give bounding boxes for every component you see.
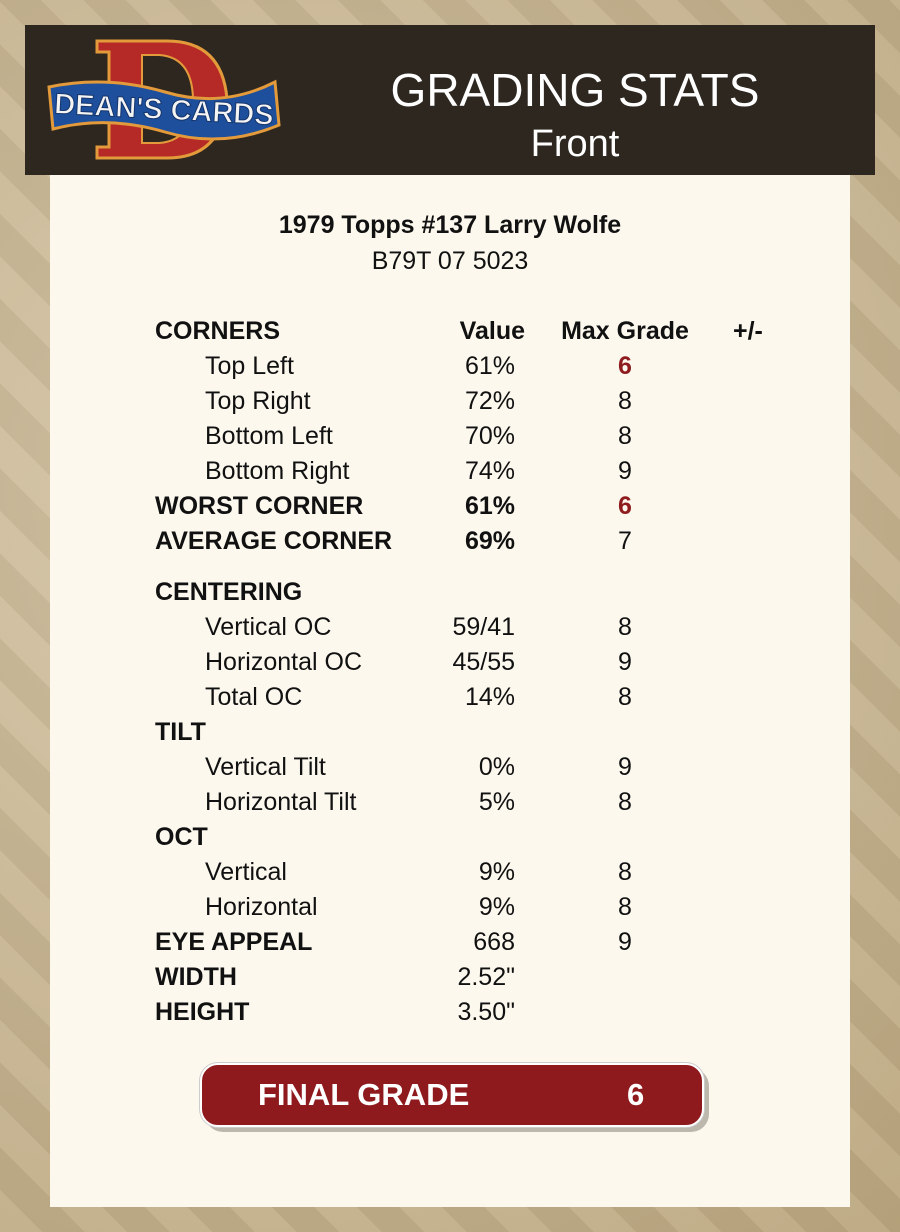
value-column-header: Value — [459, 317, 525, 345]
row-label: TILT — [155, 718, 206, 746]
row-value: 70% — [464, 422, 515, 450]
table-row: Horizontal 9% 8 — [155, 890, 795, 925]
row-max-grade: 9 — [618, 648, 632, 676]
row-value: 69% — [464, 527, 515, 555]
row-max-grade: 9 — [618, 928, 632, 956]
row-max-grade: 6 — [618, 492, 632, 520]
table-row: CENTERING — [155, 575, 795, 610]
row-max-grade: 9 — [618, 457, 632, 485]
row-label: OCT — [155, 823, 208, 851]
row-max-grade: 8 — [618, 422, 632, 450]
table-row: Top Right 72% 8 — [155, 384, 795, 419]
page-subtitle: Front — [530, 123, 620, 165]
row-label: Top Right — [205, 387, 311, 415]
stats-table: CORNERS Value Max Grade +/- Top Left 61% 6… — [155, 314, 795, 1030]
row-value: 3.50" — [457, 998, 515, 1026]
row-label: Total OC — [205, 683, 303, 711]
table-row: Vertical 9% 8 — [155, 855, 795, 890]
row-max-grade: 8 — [618, 683, 632, 711]
row-label: Vertical Tilt — [205, 753, 326, 781]
stats-panel: 1979 Topps #137 Larry Wolfe B79T 07 5023… — [50, 175, 850, 1207]
row-label: Vertical OC — [205, 613, 332, 641]
page-title: GRADING STATS — [390, 64, 760, 116]
table-row: WORST CORNER 61% 6 — [155, 489, 795, 524]
row-label: Top Left — [205, 352, 294, 380]
row-label: WIDTH — [155, 963, 237, 991]
row-max-grade: 8 — [618, 858, 632, 886]
row-label: AVERAGE CORNER — [155, 527, 393, 555]
row-label: Vertical — [205, 858, 287, 886]
table-row: Bottom Right 74% 9 — [155, 454, 795, 489]
row-label: HEIGHT — [155, 998, 250, 1026]
row-value: 61% — [464, 492, 515, 520]
final-grade-label: FINAL GRADE — [258, 1077, 470, 1112]
final-grade-value: 6 — [627, 1077, 645, 1112]
table-header: CORNERS Value Max Grade +/- — [155, 314, 795, 349]
corners-heading: CORNERS — [155, 317, 281, 345]
row-label: Bottom Right — [205, 457, 350, 485]
row-value: 668 — [473, 928, 515, 956]
row-value: 72% — [464, 387, 515, 415]
row-value: 5% — [478, 788, 515, 816]
row-value: 14% — [464, 683, 515, 711]
row-max-grade: 7 — [618, 527, 632, 555]
row-value: 74% — [464, 457, 515, 485]
table-row: EYE APPEAL 668 9 — [155, 925, 795, 960]
header-bar: DEAN'S CARDS GRADING STATS Front — [25, 25, 875, 175]
row-label: Horizontal OC — [205, 648, 362, 676]
row-value: 61% — [464, 352, 515, 380]
table-row: WIDTH 2.52" — [155, 960, 795, 995]
table-row: Vertical Tilt 0% 9 — [155, 750, 795, 785]
row-max-grade: 9 — [618, 753, 632, 781]
row-max-grade: 8 — [618, 788, 632, 816]
row-max-grade: 6 — [618, 352, 632, 380]
row-max-grade: 8 — [618, 893, 632, 921]
table-row: Top Left 61% 6 — [155, 349, 795, 384]
row-value: 59/41 — [452, 613, 515, 641]
row-max-grade: 8 — [618, 613, 632, 641]
row-value: 2.52" — [457, 963, 515, 991]
row-label: Horizontal — [205, 893, 318, 921]
row-value: 45/55 — [452, 648, 515, 676]
table-row: Horizontal OC 45/55 9 — [155, 645, 795, 680]
max-grade-column-header: Max Grade — [561, 317, 689, 345]
row-label: Horizontal Tilt — [205, 788, 357, 816]
table-row: AVERAGE CORNER 69% 7 — [155, 524, 795, 559]
deans-cards-logo: DEAN'S CARDS — [47, 39, 281, 160]
table-row: Vertical OC 59/41 8 — [155, 610, 795, 645]
row-label: CENTERING — [155, 578, 303, 606]
table-row: Bottom Left 70% 8 — [155, 419, 795, 454]
row-label: EYE APPEAL — [155, 928, 313, 956]
plus-minus-column-header: +/- — [733, 317, 763, 345]
row-label: WORST CORNER — [155, 492, 364, 520]
table-row: Horizontal Tilt 5% 8 — [155, 785, 795, 820]
row-label: Bottom Left — [205, 422, 333, 450]
final-grade-badge: FINAL GRADE 6 — [200, 1063, 704, 1127]
cert-number: B79T 07 5023 — [371, 247, 529, 275]
table-row: OCT — [155, 820, 795, 855]
row-max-grade: 8 — [618, 387, 632, 415]
row-value: 9% — [478, 893, 515, 921]
table-row: Total OC 14% 8 — [155, 680, 795, 715]
row-value: 0% — [478, 753, 515, 781]
table-row: HEIGHT 3.50" — [155, 995, 795, 1030]
row-value: 9% — [478, 858, 515, 886]
table-row: TILT — [155, 715, 795, 750]
card-name: 1979 Topps #137 Larry Wolfe — [278, 211, 622, 239]
